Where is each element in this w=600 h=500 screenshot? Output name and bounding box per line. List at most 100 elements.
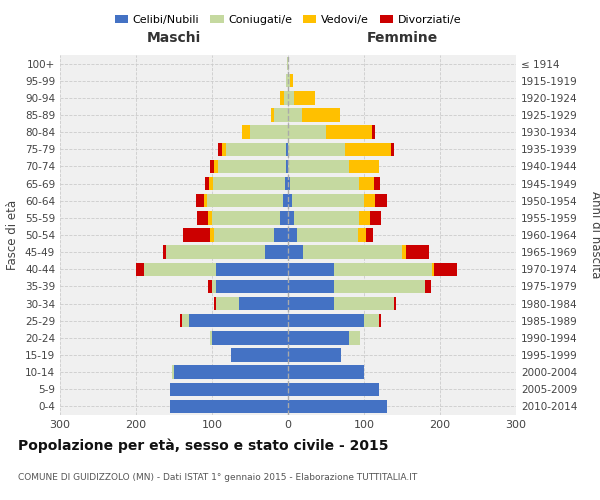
Bar (286, 142, 288, 156)
Bar (216, 280, 288, 293)
Bar (288, 160, 349, 173)
Bar (288, 74, 290, 88)
Bar (170, 382, 288, 396)
Bar (402, 246, 406, 259)
Bar (210, 228, 214, 241)
Bar (364, 314, 379, 328)
Bar (271, 108, 274, 122)
Bar (189, 314, 288, 328)
Bar (212, 331, 288, 344)
Bar (303, 246, 402, 259)
Bar (211, 160, 214, 173)
Bar (349, 160, 379, 173)
Bar (294, 211, 359, 224)
Bar (288, 108, 302, 122)
Bar (285, 177, 288, 190)
Bar (203, 194, 208, 207)
Bar (182, 314, 189, 328)
Bar (216, 297, 239, 310)
Bar (334, 280, 425, 293)
Bar (290, 74, 293, 88)
Legend: Celibi/Nubili, Coniugati/e, Vedovi/e, Divorziati/e: Celibi/Nubili, Coniugati/e, Vedovi/e, Di… (110, 10, 466, 29)
Bar (183, 228, 210, 241)
Bar (287, 57, 288, 70)
Bar (334, 297, 394, 310)
Bar (143, 262, 216, 276)
Bar (394, 297, 396, 310)
Bar (359, 177, 374, 190)
Bar (212, 280, 216, 293)
Text: Maschi: Maschi (147, 30, 201, 44)
Bar (288, 91, 294, 104)
Bar (174, 366, 288, 379)
Bar (214, 228, 274, 241)
Bar (376, 194, 387, 207)
Bar (288, 280, 334, 293)
Bar (288, 297, 334, 310)
Bar (349, 331, 360, 344)
Bar (286, 74, 288, 88)
Bar (288, 366, 364, 379)
Bar (242, 126, 250, 139)
Bar (197, 211, 208, 224)
Bar (290, 177, 359, 190)
Bar (292, 194, 364, 207)
Bar (371, 126, 376, 139)
Bar (391, 142, 394, 156)
Bar (216, 262, 288, 276)
Bar (205, 177, 209, 190)
Bar (136, 262, 143, 276)
Bar (196, 194, 203, 207)
Bar (214, 297, 216, 310)
Bar (288, 211, 294, 224)
Bar (365, 228, 373, 241)
Bar (170, 400, 288, 413)
Bar (288, 262, 334, 276)
Bar (212, 211, 280, 224)
Text: COMUNE DI GUIDIZZOLO (MN) - Dati ISTAT 1° gennaio 2015 - Elaborazione TUTTITALIA: COMUNE DI GUIDIZZOLO (MN) - Dati ISTAT 1… (18, 473, 417, 482)
Bar (286, 160, 288, 173)
Bar (274, 228, 288, 241)
Bar (288, 331, 349, 344)
Bar (288, 228, 297, 241)
Bar (274, 108, 288, 122)
Bar (379, 314, 382, 328)
Bar (288, 177, 290, 190)
Bar (345, 142, 391, 156)
Bar (288, 194, 292, 207)
Bar (214, 160, 218, 173)
Bar (364, 194, 376, 207)
Bar (297, 228, 358, 241)
Bar (166, 246, 265, 259)
Bar (280, 91, 284, 104)
Bar (180, 314, 182, 328)
Bar (218, 160, 286, 173)
Bar (374, 177, 380, 190)
Bar (370, 211, 382, 224)
Bar (250, 126, 288, 139)
Y-axis label: Anni di nascita: Anni di nascita (589, 192, 600, 278)
Bar (334, 262, 433, 276)
Bar (326, 126, 371, 139)
Bar (288, 382, 379, 396)
Bar (288, 126, 326, 139)
Bar (288, 142, 345, 156)
Bar (239, 297, 288, 310)
Bar (283, 194, 288, 207)
Bar (288, 400, 387, 413)
Bar (208, 194, 283, 207)
Bar (222, 142, 226, 156)
Bar (209, 177, 213, 190)
Text: Femmine: Femmine (367, 30, 437, 44)
Bar (208, 280, 212, 293)
Bar (265, 246, 288, 259)
Bar (280, 211, 288, 224)
Y-axis label: Fasce di età: Fasce di età (7, 200, 19, 270)
Bar (163, 246, 166, 259)
Bar (284, 91, 288, 104)
Bar (210, 331, 212, 344)
Bar (172, 366, 174, 379)
Text: Popolazione per età, sesso e stato civile - 2015: Popolazione per età, sesso e stato civil… (18, 438, 389, 453)
Bar (433, 262, 434, 276)
Bar (358, 228, 365, 241)
